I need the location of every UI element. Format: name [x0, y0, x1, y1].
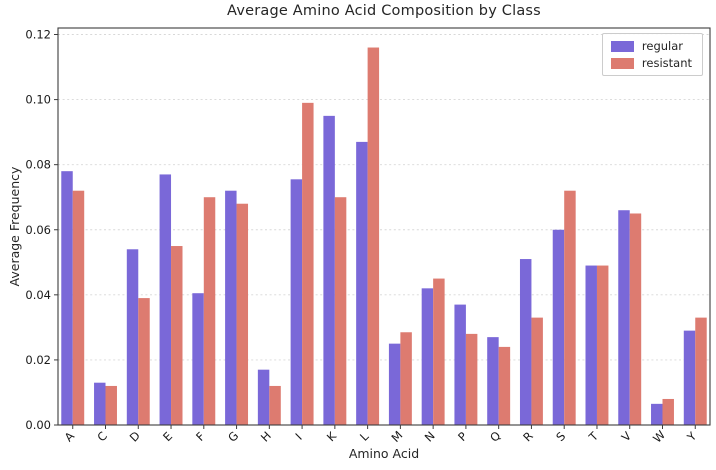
bar-regular-V — [618, 210, 630, 425]
bar-regular-H — [257, 369, 270, 425]
bar-regular-Y — [683, 330, 696, 425]
y-tick-label: 0.02 — [25, 353, 51, 367]
x-tick-label: D — [127, 428, 143, 444]
bar-regular-R — [519, 259, 532, 425]
y-axis-ticks: 0.00 0.02 0.04 0.06 0.08 0.10 0.12 — [25, 28, 58, 432]
bar-regular-Q — [487, 337, 499, 425]
x-axis-label: Amino Acid — [348, 446, 420, 461]
bar-regular-F — [192, 293, 204, 425]
bar-resistant-G — [236, 203, 249, 425]
y-tick-label: 0.08 — [25, 158, 51, 172]
bar-regular-I — [290, 179, 303, 425]
bar-regular-S — [552, 229, 565, 425]
bar-resistant-I — [302, 102, 314, 425]
x-tick-label: W — [650, 428, 668, 446]
bar-regular-K — [323, 115, 335, 425]
bar-resistant-D — [138, 298, 150, 425]
x-tick-label: M — [389, 428, 406, 445]
y-tick-label: 0.10 — [25, 93, 51, 107]
bar-resistant-P — [465, 333, 478, 425]
bar-resistant-S — [564, 190, 576, 425]
bar-resistant-V — [629, 213, 642, 425]
x-tick-label: C — [94, 429, 110, 445]
bar-resistant-N — [433, 278, 445, 425]
bar-resistant-R — [531, 317, 543, 425]
x-tick-label: P — [455, 429, 470, 444]
x-tick-label: E — [160, 429, 175, 444]
bar-regular-L — [356, 141, 368, 426]
legend-label-regular: regular — [641, 39, 684, 53]
bar-resistant-C — [105, 385, 117, 425]
legend-item-regular[interactable]: regular — [610, 39, 692, 53]
legend-swatch-regular-icon — [610, 40, 634, 52]
x-tick-label: R — [520, 429, 536, 445]
bar-regular-A — [61, 171, 73, 425]
bar-regular-N — [421, 288, 434, 425]
bar-regular-W — [651, 403, 663, 425]
bar-resistant-Y — [695, 317, 707, 425]
bar-resistant-W — [662, 398, 674, 425]
bar-resistant-F — [203, 197, 216, 425]
y-tick-label: 0.04 — [25, 288, 51, 302]
legend-swatch-resistant-icon — [610, 57, 634, 69]
axes-spines — [57, 27, 711, 426]
x-tick-label: K — [324, 429, 340, 445]
x-tick-label: G — [225, 428, 241, 444]
x-tick-label: I — [293, 430, 305, 442]
legend-label-resistant: resistant — [641, 56, 692, 70]
bar-resistant-L — [367, 47, 380, 425]
bar-groups — [61, 47, 707, 426]
x-tick-label: H — [258, 429, 274, 445]
x-tick-label: Y — [684, 428, 700, 444]
x-tick-label: V — [619, 429, 635, 445]
x-tick-label: A — [62, 429, 78, 445]
plot-border — [57, 27, 711, 426]
bar-regular-C — [94, 382, 106, 425]
bar-regular-D — [126, 249, 139, 425]
bar-resistant-H — [269, 385, 281, 425]
bar-resistant-A — [72, 190, 85, 425]
bar-resistant-T — [596, 265, 609, 425]
gridlines — [58, 34, 710, 426]
bar-regular-P — [454, 304, 466, 425]
bar-regular-G — [225, 190, 237, 425]
legend-item-resistant[interactable]: resistant — [610, 56, 692, 70]
bar-resistant-M — [400, 332, 412, 425]
x-tick-label: Q — [487, 428, 503, 444]
x-tick-label: T — [585, 428, 601, 444]
legend: regular resistant — [601, 33, 703, 76]
y-axis-label: Average Frequency — [7, 166, 22, 287]
x-tick-label: L — [357, 429, 372, 444]
bar-regular-E — [159, 174, 172, 425]
x-tick-label: S — [553, 429, 568, 444]
x-tick-label: N — [422, 429, 438, 445]
bar-resistant-Q — [498, 346, 511, 425]
chart-title: Average Amino Acid Composition by Class — [227, 3, 541, 19]
bar-resistant-E — [171, 246, 183, 425]
bar-regular-T — [585, 265, 597, 425]
y-tick-label: 0.00 — [25, 418, 51, 432]
bar-regular-M — [388, 343, 401, 425]
y-tick-label: 0.06 — [25, 223, 51, 237]
x-tick-label: F — [193, 429, 208, 444]
bar-resistant-K — [334, 197, 347, 425]
y-tick-label: 0.12 — [25, 28, 51, 42]
